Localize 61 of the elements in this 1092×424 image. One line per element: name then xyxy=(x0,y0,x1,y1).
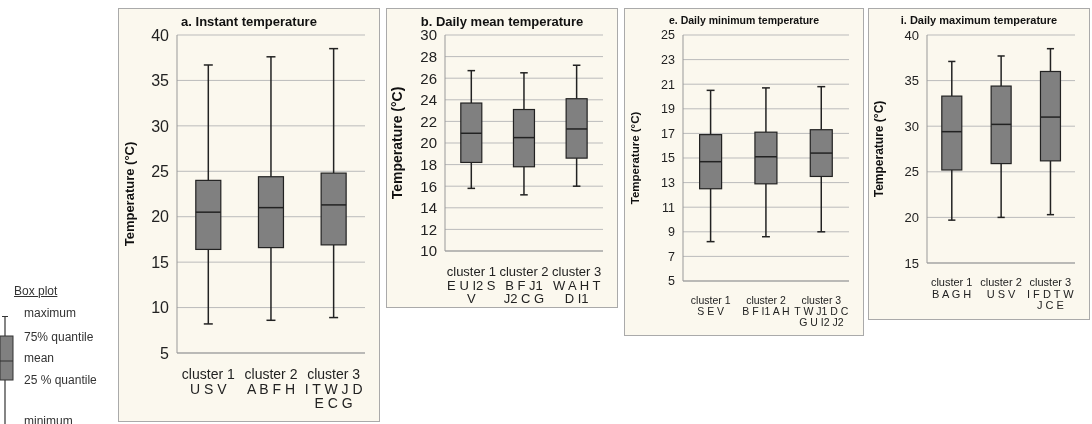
x-tick-label: cluster 3 I F D T W J C E xyxy=(1027,276,1075,312)
y-tick-label: 17 xyxy=(661,126,676,141)
y-axis-title: Temperature (°C) xyxy=(872,100,887,198)
y-tick-label: 30 xyxy=(904,118,919,134)
x-tick-label: cluster 1 E U I2 S V xyxy=(446,264,496,307)
y-tick-label: 23 xyxy=(661,53,676,68)
y-tick-label: 7 xyxy=(668,249,676,264)
y-tick-label: 30 xyxy=(420,26,437,44)
x-tick-label: cluster 2 B F J1 J2 C G xyxy=(499,264,549,307)
x-tick-label: cluster 2 U S V xyxy=(980,276,1022,300)
x-tick-label: cluster 1 U S V xyxy=(181,366,235,397)
y-tick-label: 16 xyxy=(420,177,437,195)
y-tick-label: 20 xyxy=(904,210,919,226)
y-tick-label: 26 xyxy=(420,69,437,87)
y-tick-label: 35 xyxy=(151,72,170,90)
y-tick-label: 12 xyxy=(420,220,437,238)
y-tick-label: 15 xyxy=(151,253,170,271)
y-tick-label: 10 xyxy=(151,299,170,317)
x-tick-label: cluster 3 I T W J D E C G xyxy=(304,366,363,412)
y-tick-label: 20 xyxy=(420,134,437,152)
y-tick-label: 13 xyxy=(661,176,676,191)
text: 75% quantile xyxy=(24,330,94,344)
y-tick-label: 25 xyxy=(661,28,676,43)
y-tick-label: 40 xyxy=(904,27,919,43)
y-tick-label: 18 xyxy=(420,155,437,173)
y-tick-label: 19 xyxy=(661,102,676,117)
y-tick-label: 20 xyxy=(151,208,170,226)
y-tick-label: 11 xyxy=(662,200,676,215)
y-tick-label: 21 xyxy=(661,77,676,92)
text: Box plot xyxy=(14,284,58,298)
x-tick-label: cluster 2 B F I1 A H xyxy=(742,293,790,317)
x-tick-label: cluster 1 B A G H xyxy=(930,276,973,300)
x-tick-label: cluster 2 A B F H xyxy=(244,366,298,397)
chart-title: a. Instant temperature xyxy=(181,14,317,29)
chart-title: b. Daily mean temperature xyxy=(419,14,585,29)
text: 25 % quantile xyxy=(24,373,97,387)
y-tick-label: 30 xyxy=(151,117,170,135)
y-tick-label: 15 xyxy=(661,151,676,166)
y-tick-label: 14 xyxy=(420,199,437,217)
y-tick-label: 28 xyxy=(420,47,437,65)
y-tick-label: 35 xyxy=(904,73,919,89)
x-tick-label: cluster 3 T W J1 D C G U I2 J2 xyxy=(794,293,849,328)
chart-title: e. Daily minimum temperature xyxy=(668,14,820,26)
text: mean xyxy=(24,351,55,365)
y-tick-label: 5 xyxy=(160,344,170,362)
y-axis-title: Temperature (°C) xyxy=(629,111,642,205)
y-axis-title: Temperature (°C) xyxy=(121,141,137,247)
y-axis-title: Temperature (°C) xyxy=(388,86,405,200)
y-tick-label: 5 xyxy=(668,274,676,289)
text: maximum xyxy=(24,306,77,320)
y-tick-label: 40 xyxy=(151,26,170,44)
y-tick-label: 22 xyxy=(420,112,437,130)
y-tick-label: 25 xyxy=(904,164,919,180)
y-tick-label: 25 xyxy=(151,162,170,180)
y-tick-label: 10 xyxy=(420,242,437,260)
y-tick-label: 15 xyxy=(904,255,919,271)
chart-title: i. Daily maximum temperature xyxy=(899,14,1059,26)
y-tick-label: 24 xyxy=(420,91,437,109)
y-tick-label: 9 xyxy=(668,225,676,240)
x-tick-label: cluster 3 W A H T D I1 xyxy=(552,264,602,307)
x-tick-label: cluster 1 S E V xyxy=(690,293,731,317)
